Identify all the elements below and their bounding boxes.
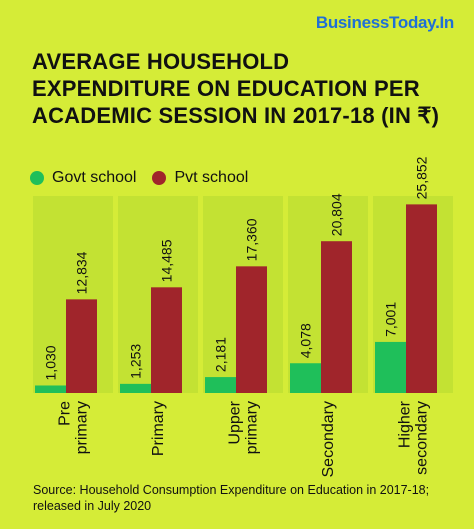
category-label: primary (244, 401, 261, 454)
category-label: secondary (414, 401, 431, 475)
data-label: 1,253 (128, 344, 144, 379)
data-label: 7,001 (383, 302, 399, 337)
bar-govt (35, 385, 66, 393)
source-line: released in July 2020 (33, 499, 152, 513)
data-label: 12,834 (74, 251, 90, 294)
data-label: 25,852 (414, 156, 430, 199)
source-note: Source: Household Consumption Expenditur… (33, 482, 453, 514)
bar-pvt (321, 241, 352, 393)
category-label: Primary (150, 401, 167, 456)
chart-title-line: ACADEMIC SESSION IN 2017-18 (IN ₹) (32, 103, 440, 128)
chart-title: AVERAGE HOUSEHOLD EXPENDITURE ON EDUCATI… (32, 48, 452, 129)
bar-pvt (66, 299, 97, 393)
bar-govt (290, 363, 321, 393)
legend-swatch-govt (30, 171, 44, 185)
category-label: primary (74, 401, 91, 454)
legend-label-govt: Govt school (52, 169, 137, 186)
chart-title-line: AVERAGE HOUSEHOLD (32, 49, 290, 74)
legend-item-pvt: Pvt school (152, 169, 248, 187)
data-label: 14,485 (159, 239, 175, 282)
legend: Govt school Pvt school (30, 168, 264, 188)
data-label: 4,078 (298, 323, 314, 358)
category-label: Secondary (320, 401, 337, 478)
legend-item-govt: Govt school (30, 169, 136, 187)
category-label: Upper (227, 400, 244, 444)
bar-pvt (406, 204, 437, 393)
legend-swatch-pvt (152, 171, 167, 185)
bar-pvt (236, 266, 267, 393)
source-line: Source: Household Consumption Expenditur… (33, 483, 430, 497)
chart-title-line: EXPENDITURE ON EDUCATION PER (32, 76, 420, 101)
category-label: Higher (397, 400, 414, 448)
bar-govt (205, 377, 236, 393)
category-label: Pre (57, 401, 74, 426)
data-label: 2,181 (213, 337, 229, 372)
brand-logo: BusinessToday.In (315, 13, 454, 32)
legend-label-pvt: Pvt school (174, 169, 249, 186)
data-label: 1,030 (43, 345, 59, 380)
bar-govt (375, 341, 406, 393)
data-label: 20,804 (329, 193, 345, 236)
data-label: 17,360 (244, 218, 260, 261)
bar-pvt (151, 287, 182, 393)
bar-govt (120, 383, 151, 393)
